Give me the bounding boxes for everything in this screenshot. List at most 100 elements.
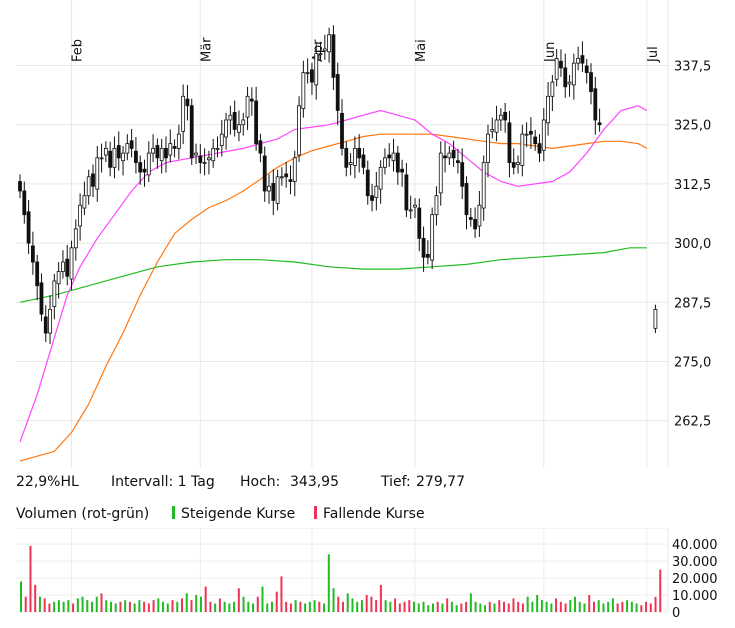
price-candle <box>198 155 203 163</box>
price-candle <box>95 157 100 190</box>
price-candle <box>520 133 525 166</box>
ma-mid-line <box>19 133 648 462</box>
price-candle <box>112 147 117 168</box>
price-candle <box>73 228 78 249</box>
volume-bar <box>266 603 269 612</box>
volume-bar <box>143 601 146 612</box>
price-candle <box>292 157 297 182</box>
volume-bar <box>199 596 202 612</box>
price-candle <box>61 261 65 272</box>
volume-bar <box>422 601 425 612</box>
volume-bar <box>616 603 619 612</box>
volume-bar <box>441 603 444 612</box>
price-candle <box>245 95 250 118</box>
volume-bar <box>76 598 79 612</box>
volume-bar <box>323 603 326 612</box>
volume-bar <box>431 603 434 612</box>
volume-bar <box>20 581 22 612</box>
price-candle <box>91 173 95 187</box>
price-candle <box>99 157 104 160</box>
volume-bar <box>124 600 127 612</box>
volume-bar <box>147 603 150 612</box>
price-candle <box>249 98 254 102</box>
volume-bar <box>247 601 250 612</box>
price-candle <box>352 147 357 166</box>
price-candle <box>185 98 190 107</box>
price-candle <box>116 145 121 159</box>
price-candle <box>529 130 533 135</box>
volume-bar <box>455 605 458 612</box>
volume-bar <box>351 598 354 612</box>
volume-bar <box>185 593 188 612</box>
price-candle <box>584 65 589 74</box>
price-candle <box>370 195 374 201</box>
volume-bar <box>346 593 349 612</box>
price-candle <box>48 308 52 334</box>
volume-bar <box>436 601 439 612</box>
volume-bar <box>427 605 430 612</box>
price-candle <box>597 122 602 126</box>
volume-bar <box>654 596 657 612</box>
volume-bar <box>465 601 468 612</box>
volume-bar <box>256 596 259 612</box>
volume-bar <box>536 595 539 612</box>
volume-bar <box>133 603 136 612</box>
price-candle <box>159 147 164 162</box>
price-candle <box>580 55 585 64</box>
volume-bar <box>308 601 311 612</box>
price-candle <box>576 58 581 64</box>
price-candle <box>589 72 593 92</box>
volume-bar <box>484 605 487 612</box>
price-candle <box>215 147 220 150</box>
volume-bar <box>119 601 122 612</box>
interval-label: Intervall: 1 Tag <box>111 474 215 490</box>
price-y-tick-label: 300,0 <box>674 237 711 252</box>
volume-bar <box>370 596 373 612</box>
price-candle <box>189 105 194 159</box>
volume-bar <box>555 598 558 612</box>
volume-bar <box>521 603 524 612</box>
price-candle <box>138 162 143 173</box>
price-candle <box>69 247 74 280</box>
volume-bar <box>360 600 363 612</box>
volume-bar <box>95 596 98 612</box>
price-candle <box>524 133 529 136</box>
price-candle <box>567 81 572 85</box>
volume-bar <box>578 601 581 612</box>
price-candle-last <box>653 308 658 329</box>
price-y-tick-label: 337,5 <box>674 60 711 75</box>
volume-bar <box>24 596 27 612</box>
volume-bar <box>233 601 236 612</box>
volume-bar <box>626 600 629 612</box>
volume-bar <box>379 584 382 612</box>
price-candle <box>194 152 198 156</box>
price-candle <box>241 119 246 126</box>
price-candle <box>413 204 417 208</box>
price-candle <box>56 271 61 285</box>
price-candle <box>134 150 138 163</box>
price-candle <box>537 143 542 154</box>
volume-bar <box>299 601 302 612</box>
price-candle <box>340 112 344 149</box>
volume-bar <box>607 601 610 612</box>
price-candle <box>172 146 177 149</box>
volume-bar <box>507 603 510 612</box>
price-candle <box>103 147 108 156</box>
price-candle <box>391 152 396 162</box>
volume-bar <box>645 601 648 612</box>
volume-bar <box>209 601 212 612</box>
price-candle <box>327 34 332 53</box>
price-candle <box>228 114 233 121</box>
volume-bar <box>214 603 217 612</box>
volume-bar <box>304 603 307 612</box>
volume-bar <box>29 545 32 612</box>
volume-bar <box>48 603 51 612</box>
price-candle <box>361 154 366 168</box>
price-candle <box>322 48 327 52</box>
price-candle <box>468 217 473 220</box>
price-candle <box>284 173 289 178</box>
price-candle <box>297 105 301 156</box>
price-candle <box>121 152 125 162</box>
price-candle <box>348 162 353 165</box>
price-candle <box>279 176 284 179</box>
